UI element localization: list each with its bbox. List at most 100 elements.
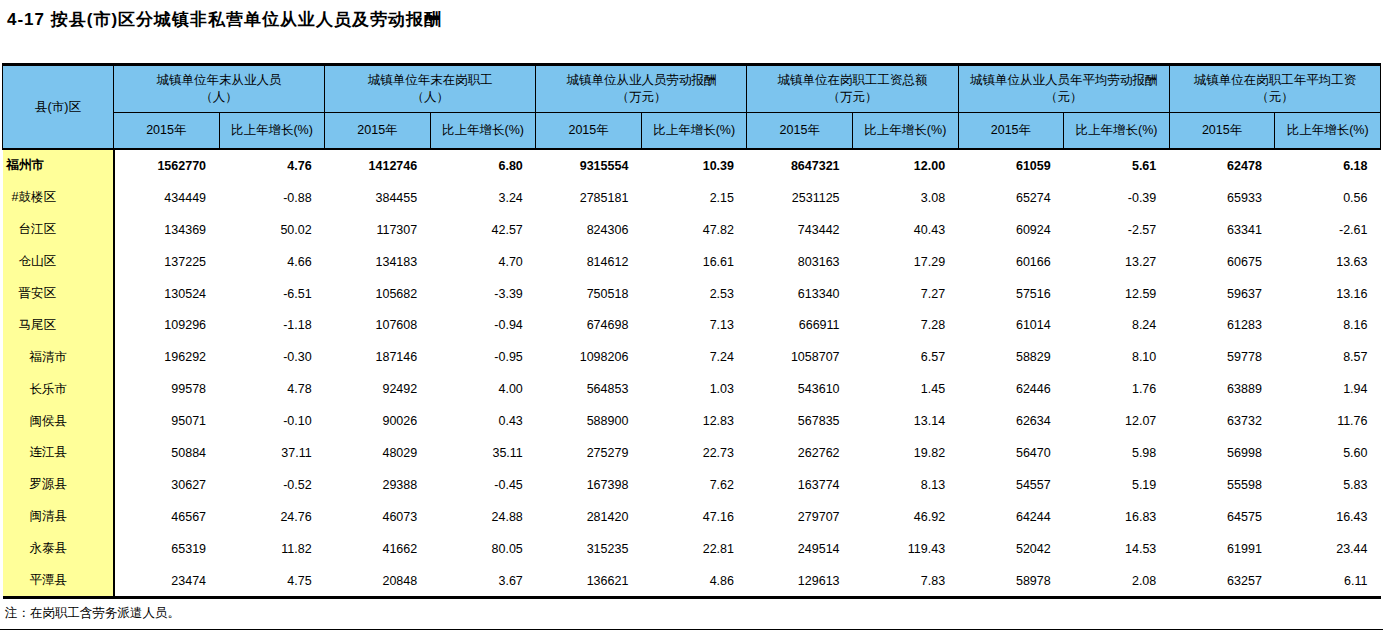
value-cell: 14.53 bbox=[1064, 533, 1170, 565]
value-cell: -1.18 bbox=[219, 309, 325, 341]
value-cell: -0.95 bbox=[430, 341, 536, 373]
sub-header-growth: 比上年增长(%) bbox=[1275, 113, 1381, 150]
value-cell: 567835 bbox=[747, 405, 853, 437]
row-label: 长乐市 bbox=[3, 373, 114, 405]
value-cell: 117307 bbox=[325, 214, 431, 246]
table-row: 晋安区130524-6.51105682-3.397505182.5361334… bbox=[3, 278, 1381, 310]
sub-header-year: 2015年 bbox=[536, 113, 642, 150]
value-cell: 5.61 bbox=[1064, 149, 1170, 182]
value-cell: 8.10 bbox=[1064, 341, 1170, 373]
value-cell: 2785181 bbox=[536, 182, 642, 214]
value-cell: 47.82 bbox=[641, 214, 747, 246]
value-cell: 564853 bbox=[536, 373, 642, 405]
value-cell: 0.56 bbox=[1275, 182, 1381, 214]
value-cell: 62446 bbox=[958, 373, 1064, 405]
value-cell: 5.60 bbox=[1275, 437, 1381, 469]
table-row: 连江县5088437.114802935.1127527922.73262762… bbox=[3, 437, 1381, 469]
value-cell: 50.02 bbox=[219, 214, 325, 246]
group-header-wage-total: 城镇单位在岗职工工资总额 （万元） bbox=[747, 65, 958, 113]
value-cell: 16.83 bbox=[1064, 501, 1170, 533]
value-cell: 61991 bbox=[1169, 533, 1275, 565]
value-cell: -2.57 bbox=[1064, 214, 1170, 246]
sub-header-row: 2015年 比上年增长(%) 2015年 比上年增长(%) 2015年 比上年增… bbox=[3, 113, 1381, 150]
group-header-row: 县(市)区 城镇单位年末从业人员 （人） 城镇单位年末在岗职工 （人） 城镇单位… bbox=[3, 65, 1381, 113]
group-unit: （万元） bbox=[536, 89, 746, 106]
group-unit: （万元） bbox=[747, 89, 957, 106]
value-cell: 8647321 bbox=[747, 149, 853, 182]
value-cell: 4.78 bbox=[219, 373, 325, 405]
value-cell: 23.44 bbox=[1275, 533, 1381, 565]
row-label: 福清市 bbox=[3, 341, 114, 373]
row-label: 罗源县 bbox=[3, 469, 114, 501]
value-cell: 9315554 bbox=[536, 149, 642, 182]
value-cell: 40.43 bbox=[853, 214, 959, 246]
sub-header-year: 2015年 bbox=[114, 113, 220, 150]
value-cell: -2.61 bbox=[1275, 214, 1381, 246]
corner-header: 县(市)区 bbox=[3, 65, 114, 150]
group-header-avg-wage: 城镇单位在岗职工年平均工资 （元） bbox=[1169, 65, 1380, 113]
sub-header-growth: 比上年增长(%) bbox=[853, 113, 959, 150]
value-cell: 41662 bbox=[325, 533, 431, 565]
row-label: 晋安区 bbox=[3, 278, 114, 310]
group-unit: （人） bbox=[325, 89, 535, 106]
sub-header-year: 2015年 bbox=[1169, 113, 1275, 150]
value-cell: 384455 bbox=[325, 182, 431, 214]
value-cell: 7.83 bbox=[853, 565, 959, 598]
value-cell: 136621 bbox=[536, 565, 642, 598]
value-cell: 52042 bbox=[958, 533, 1064, 565]
value-cell: 5.98 bbox=[1064, 437, 1170, 469]
value-cell: 163774 bbox=[747, 469, 853, 501]
value-cell: 90026 bbox=[325, 405, 431, 437]
value-cell: 543610 bbox=[747, 373, 853, 405]
value-cell: 63732 bbox=[1169, 405, 1275, 437]
value-cell: 54557 bbox=[958, 469, 1064, 501]
group-header-avg-remuneration: 城镇单位从业人员年平均劳动报酬 （元） bbox=[958, 65, 1169, 113]
value-cell: 61283 bbox=[1169, 309, 1275, 341]
value-cell: 57516 bbox=[958, 278, 1064, 310]
group-name: 城镇单位年末从业人员 bbox=[114, 72, 324, 89]
row-label: 闽侯县 bbox=[3, 405, 114, 437]
value-cell: -0.45 bbox=[430, 469, 536, 501]
value-cell: 5.83 bbox=[1275, 469, 1381, 501]
value-cell: 46.92 bbox=[853, 501, 959, 533]
group-name: 城镇单位从业人员劳动报酬 bbox=[536, 72, 746, 89]
table-row: 福州市15627704.7614127466.80931555410.39864… bbox=[3, 149, 1381, 182]
value-cell: 42.57 bbox=[430, 214, 536, 246]
value-cell: 743442 bbox=[747, 214, 853, 246]
sub-header-year: 2015年 bbox=[325, 113, 431, 150]
value-cell: 6.80 bbox=[430, 149, 536, 182]
value-cell: 22.73 bbox=[641, 437, 747, 469]
value-cell: 2531125 bbox=[747, 182, 853, 214]
value-cell: 11.76 bbox=[1275, 405, 1381, 437]
value-cell: 824306 bbox=[536, 214, 642, 246]
row-label: 仓山区 bbox=[3, 246, 114, 278]
value-cell: 63341 bbox=[1169, 214, 1275, 246]
value-cell: -6.51 bbox=[219, 278, 325, 310]
value-cell: 130524 bbox=[114, 278, 220, 310]
value-cell: 1.76 bbox=[1064, 373, 1170, 405]
value-cell: 24.88 bbox=[430, 501, 536, 533]
table-row: #鼓楼区434449-0.883844553.2427851812.152531… bbox=[3, 182, 1381, 214]
value-cell: 48029 bbox=[325, 437, 431, 469]
value-cell: 134183 bbox=[325, 246, 431, 278]
value-cell: 613340 bbox=[747, 278, 853, 310]
page-title: 4-17 按县(市)区分城镇非私营单位从业人员及劳动报酬 bbox=[0, 0, 1383, 31]
value-cell: 47.16 bbox=[641, 501, 747, 533]
value-cell: 80.05 bbox=[430, 533, 536, 565]
value-cell: 99578 bbox=[114, 373, 220, 405]
value-cell: 281420 bbox=[536, 501, 642, 533]
row-label: 平潭县 bbox=[3, 565, 114, 598]
value-cell: 56998 bbox=[1169, 437, 1275, 469]
value-cell: 12.07 bbox=[1064, 405, 1170, 437]
value-cell: 22.81 bbox=[641, 533, 747, 565]
value-cell: 275279 bbox=[536, 437, 642, 469]
value-cell: 119.43 bbox=[853, 533, 959, 565]
value-cell: 1.03 bbox=[641, 373, 747, 405]
value-cell: 62478 bbox=[1169, 149, 1275, 182]
page: 4-17 按县(市)区分城镇非私营单位从业人员及劳动报酬 县(市)区 城镇单位年… bbox=[0, 0, 1383, 630]
sub-header-growth: 比上年增长(%) bbox=[1064, 113, 1170, 150]
footnote: 注：在岗职工含劳务派遣人员。 bbox=[5, 605, 1383, 621]
value-cell: 2.53 bbox=[641, 278, 747, 310]
value-cell: 13.27 bbox=[1064, 246, 1170, 278]
value-cell: 64244 bbox=[958, 501, 1064, 533]
